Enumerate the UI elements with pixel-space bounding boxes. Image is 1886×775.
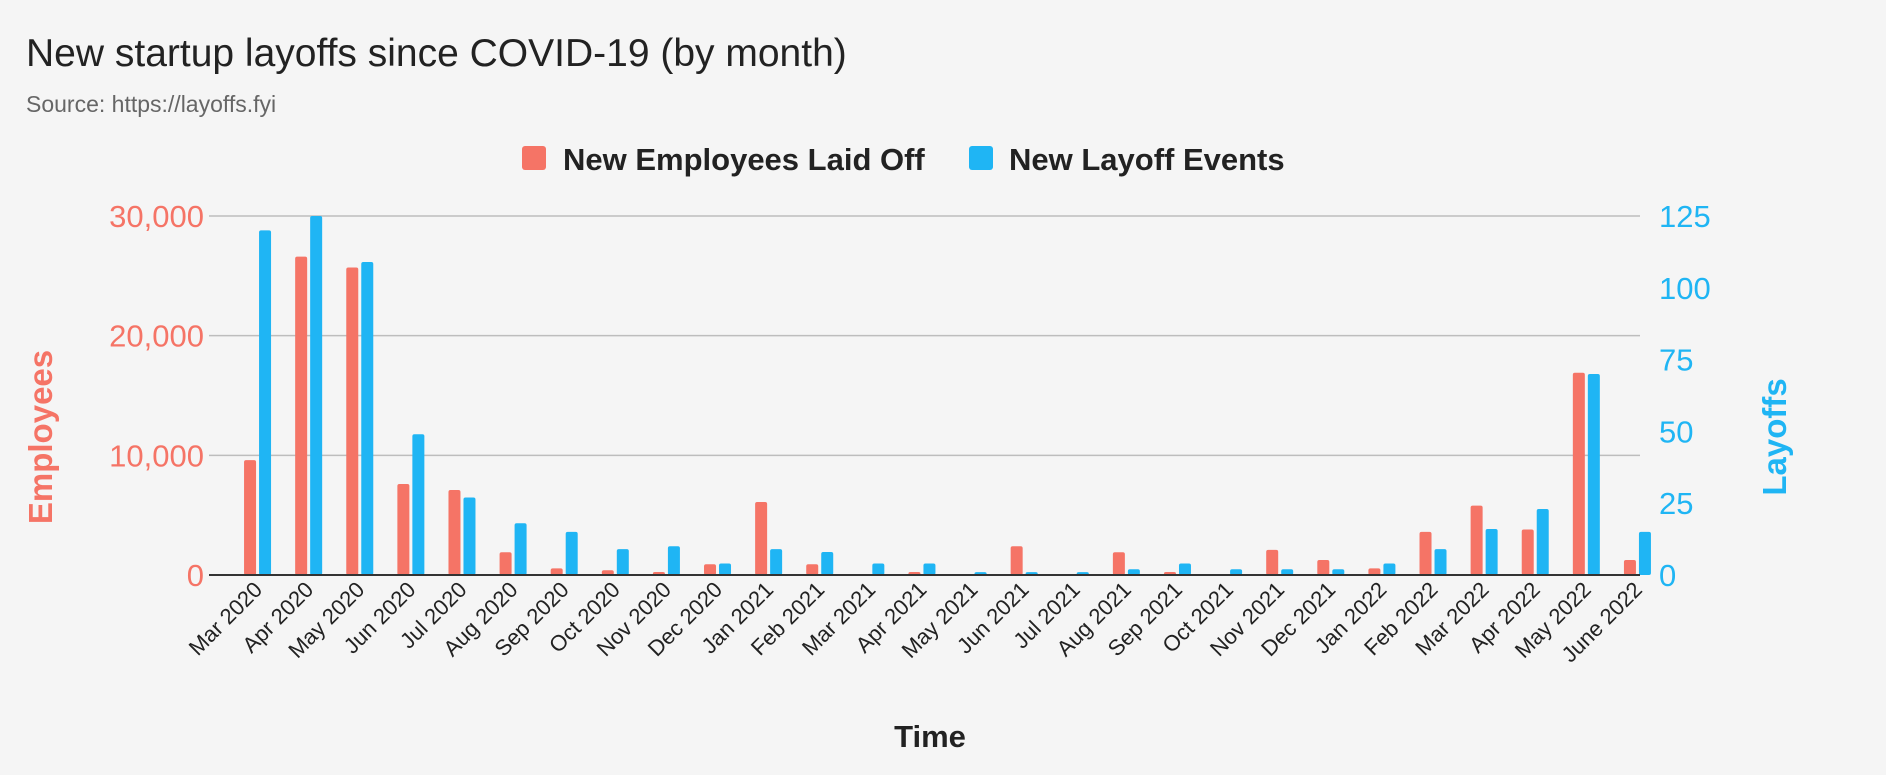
y-tick-right-label: 50 [1659,414,1693,449]
y-tick-left-label: 20,000 [109,319,204,354]
y-tick-right-label: 0 [1659,558,1676,593]
y-tick-left-label: 10,000 [109,438,204,473]
bar-events [412,434,425,575]
y-ticks-left: 0 10,000 20,000 30,000 [109,199,204,593]
bar-employees [704,564,717,575]
y-tick-left-label: 30,000 [109,199,204,234]
bar-employees [1623,560,1636,575]
legend-swatch-events [969,146,993,170]
y-tick-left-label: 0 [187,558,204,593]
bar-events [667,546,680,575]
bar-events [1281,569,1294,575]
bar-events [923,563,936,575]
bar-employees [295,256,308,575]
bar-employees [806,564,819,575]
bar-events [310,216,323,575]
bar-events [1332,569,1345,575]
bar-events [1230,569,1243,575]
bar-events [770,549,783,575]
bar-events [616,549,629,575]
bar-employees [550,568,563,575]
bar-employees [397,484,410,575]
y-axis-label-left: Employees [22,350,59,524]
bar-employees [448,490,461,575]
legend-label-employees: New Employees Laid Off [563,142,925,177]
bar-employees [1112,552,1125,575]
bar-events [1587,373,1600,575]
bar-events [1127,569,1140,575]
bar-events [1383,563,1396,575]
bar-events [872,563,885,575]
x-axis-label: Time [894,719,966,754]
bar-employees [601,570,614,575]
bar-employees [346,267,359,575]
legend: New Employees Laid Off New Layoff Events [522,142,1285,177]
bar-events [1178,563,1191,575]
bar-employees [755,502,768,575]
gridlines [209,215,1640,457]
chart-subtitle: Source: https://layoffs.fyi [26,91,277,117]
bar-events [1434,549,1447,575]
bar-employees [1010,546,1023,575]
bar-events [565,531,578,575]
bar-events [361,261,374,575]
bar-events [463,497,476,575]
y-tick-right-label: 125 [1659,199,1711,234]
y-axis-label-right: Layoffs [1756,378,1793,495]
bar-employees [1317,560,1330,575]
bar-events [821,552,834,575]
bar-employees [244,460,257,575]
chart-title: New startup layoffs since COVID-19 (by m… [26,32,847,75]
bar-employees [1572,372,1585,575]
bar-employees [1419,531,1432,575]
bar-events [1536,508,1549,575]
bar-events [514,523,527,575]
bar-events [719,563,732,575]
bar-events [1485,529,1498,575]
bar-events [1638,531,1651,575]
y-ticks-right: 0 25 50 75 100 125 [1659,199,1711,593]
y-tick-right-label: 25 [1659,486,1693,521]
bar-employees [499,552,512,575]
y-tick-right-label: 100 [1659,271,1711,306]
legend-swatch-employees [522,146,546,170]
y-tick-right-label: 75 [1659,343,1693,378]
bar-employees [1368,568,1381,575]
bars [244,216,1651,576]
bar-employees [1470,505,1483,575]
bar-events [259,230,272,576]
bar-employees [1266,549,1279,575]
bar-employees [1521,529,1534,575]
legend-label-events: New Layoff Events [1009,142,1285,177]
